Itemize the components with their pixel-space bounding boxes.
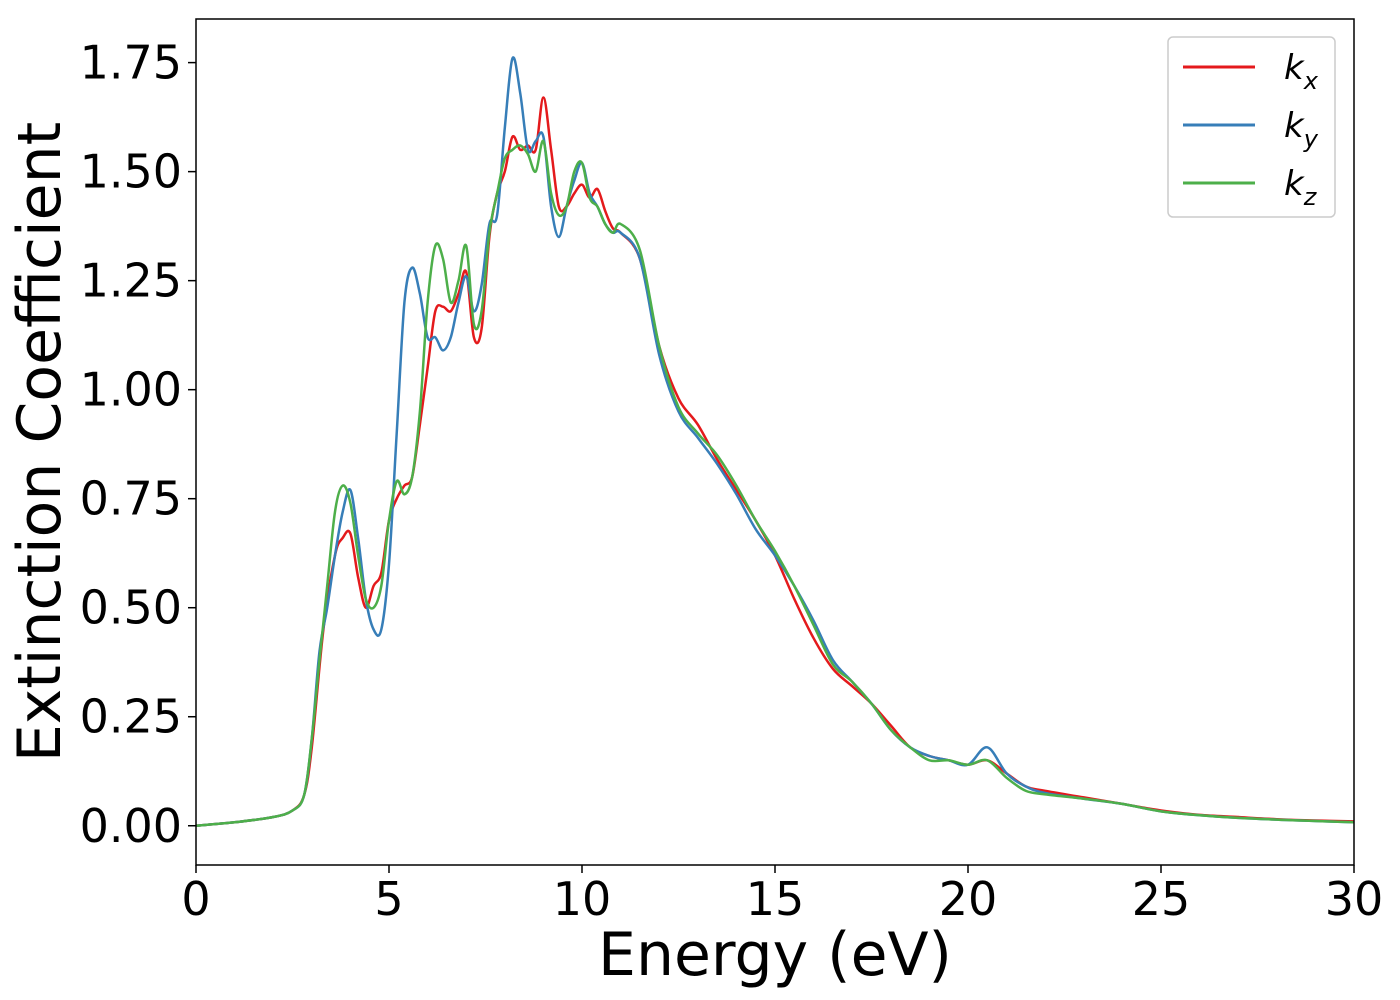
y-axis: 0.00 0.25 0.50 0.75 1.00 1.25 1.50 1.75	[80, 36, 196, 853]
y-tick-label: 0.25	[80, 690, 182, 744]
x-tick-label: 10	[553, 872, 612, 926]
x-axis-label: Energy (eV)	[598, 920, 952, 990]
legend-frame	[1167, 36, 1336, 218]
y-axis-label: Extinction Coefficient	[5, 122, 75, 762]
y-tick-label: 1.00	[80, 363, 182, 417]
series-line-kz	[195, 139, 1355, 828]
x-tick-label: 0	[181, 872, 210, 926]
x-tick-label: 15	[746, 872, 805, 926]
y-tick-label: 0.75	[80, 472, 182, 526]
y-tick-label: 0.00	[80, 799, 182, 853]
y-tick-label: 1.50	[80, 145, 182, 199]
x-axis: 0 5 10 15 20 25 30	[181, 865, 1383, 926]
x-tick-label: 20	[939, 872, 998, 926]
x-tick-label: 30	[1325, 872, 1384, 926]
x-tick-label: 5	[374, 872, 403, 926]
y-tick-label: 1.25	[80, 254, 182, 308]
series-layer	[195, 56, 1355, 828]
y-tick-label: 0.50	[80, 581, 182, 635]
y-tick-label: 1.75	[80, 36, 182, 90]
x-tick-label: 25	[1132, 872, 1191, 926]
